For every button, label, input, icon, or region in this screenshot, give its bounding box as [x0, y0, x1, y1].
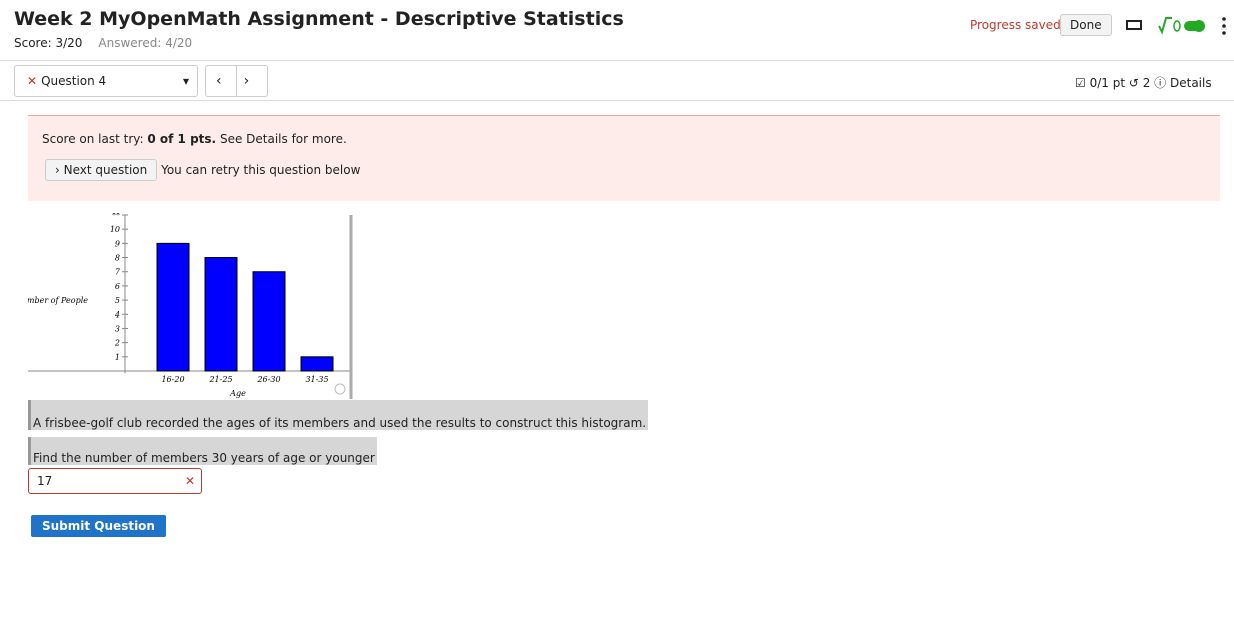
menu-dot[interactable] — [1222, 17, 1226, 21]
y-tick-label: 6 — [115, 282, 120, 291]
math-icon[interactable] — [1158, 17, 1172, 35]
bar — [252, 271, 286, 372]
y-tick-label: 8 — [115, 254, 120, 263]
submit-button[interactable]: Submit Question — [31, 515, 166, 537]
alert-score: 0 of 1 pts. — [147, 132, 217, 146]
progress-status: Progress saved — [970, 18, 1061, 32]
y-tick-label: 7 — [115, 268, 121, 277]
question-stats: ☑ 0/1 pt ↺ 2 ⓘ Details — [1075, 76, 1212, 90]
question-text: Find the number of members 30 years of a… — [28, 437, 377, 465]
y-label: Number of People — [28, 296, 88, 305]
points: 0/1 pt — [1089, 76, 1126, 90]
y-tick-label: 5 — [115, 296, 120, 305]
score: Score: 3/20 — [14, 36, 83, 50]
y-tick-label: 3 — [115, 324, 120, 333]
math-icon-zero — [1173, 20, 1181, 32]
bar — [156, 242, 190, 372]
question-body: A frisbee-golf club recorded the ages of… — [28, 400, 649, 466]
retries: 2 — [1142, 76, 1151, 90]
next-button[interactable]: › Next question — [45, 159, 158, 181]
score-line: Score: 3/20 Answered: 4/20 — [14, 36, 192, 50]
answer-input[interactable]: 17 ✕ — [28, 468, 202, 494]
done-button[interactable]: Done — [1060, 14, 1112, 36]
answered: Answered: 4/20 — [98, 36, 193, 50]
y-tick-label: 2 — [114, 339, 120, 348]
retry-note: You can retry this question below — [161, 163, 361, 177]
x-tick-label: 31-35 — [305, 375, 328, 384]
y-tick-label: 1 — [115, 353, 120, 362]
y-tick-label: ** — [112, 213, 120, 220]
y-tick-label: 4 — [114, 310, 120, 319]
question-text: A frisbee-golf club recorded the ages of… — [28, 400, 649, 430]
score-alert: Score on last try: 0 of 1 pts. See Detai… — [28, 115, 1220, 201]
nav-buttons[interactable]: ‹ › — [205, 65, 268, 97]
menu-dot — [1222, 24, 1226, 28]
y-tick-label: 10 — [110, 225, 120, 234]
x-tick-label: 16-20 — [161, 375, 184, 384]
next-label: Next question — [63, 163, 148, 177]
divider — [0, 100, 1234, 101]
alert-suffix: See Details for more. — [219, 132, 347, 146]
answer-value: 17 — [37, 474, 53, 488]
menu-dot — [1222, 31, 1226, 35]
header-icons — [1126, 17, 1226, 35]
divider — [0, 60, 1234, 61]
print-icon[interactable] — [1126, 20, 1142, 30]
x-tick-label: 21-25 — [208, 375, 232, 384]
bar — [300, 356, 334, 372]
zoom-icon[interactable] — [334, 383, 346, 395]
alert-prefix: Score on last try: — [42, 132, 144, 146]
x-tick-label: 26-30 — [256, 375, 280, 384]
y-tick-label: 9 — [115, 239, 120, 248]
x-label: Age — [229, 389, 246, 398]
alert-actions: › Next question You can retry this quest… — [45, 159, 361, 181]
assignment-title: Week 2 MyOpenMath Assignment - Descripti… — [14, 8, 624, 30]
histogram: Number of People Age 1 2 3 4 5 6 7 8 9 10 ** 16-20 2… — [28, 213, 353, 399]
toggle-knob — [1193, 20, 1205, 32]
alert-text: Score on last try: 0 of 1 pts. See Detai… — [42, 132, 347, 146]
details-link[interactable]: Details — [1170, 76, 1212, 90]
bar — [204, 257, 238, 372]
question-select[interactable]: ✕ Question 4 ▾ — [14, 65, 198, 97]
question-name: Question 4 — [41, 74, 107, 88]
